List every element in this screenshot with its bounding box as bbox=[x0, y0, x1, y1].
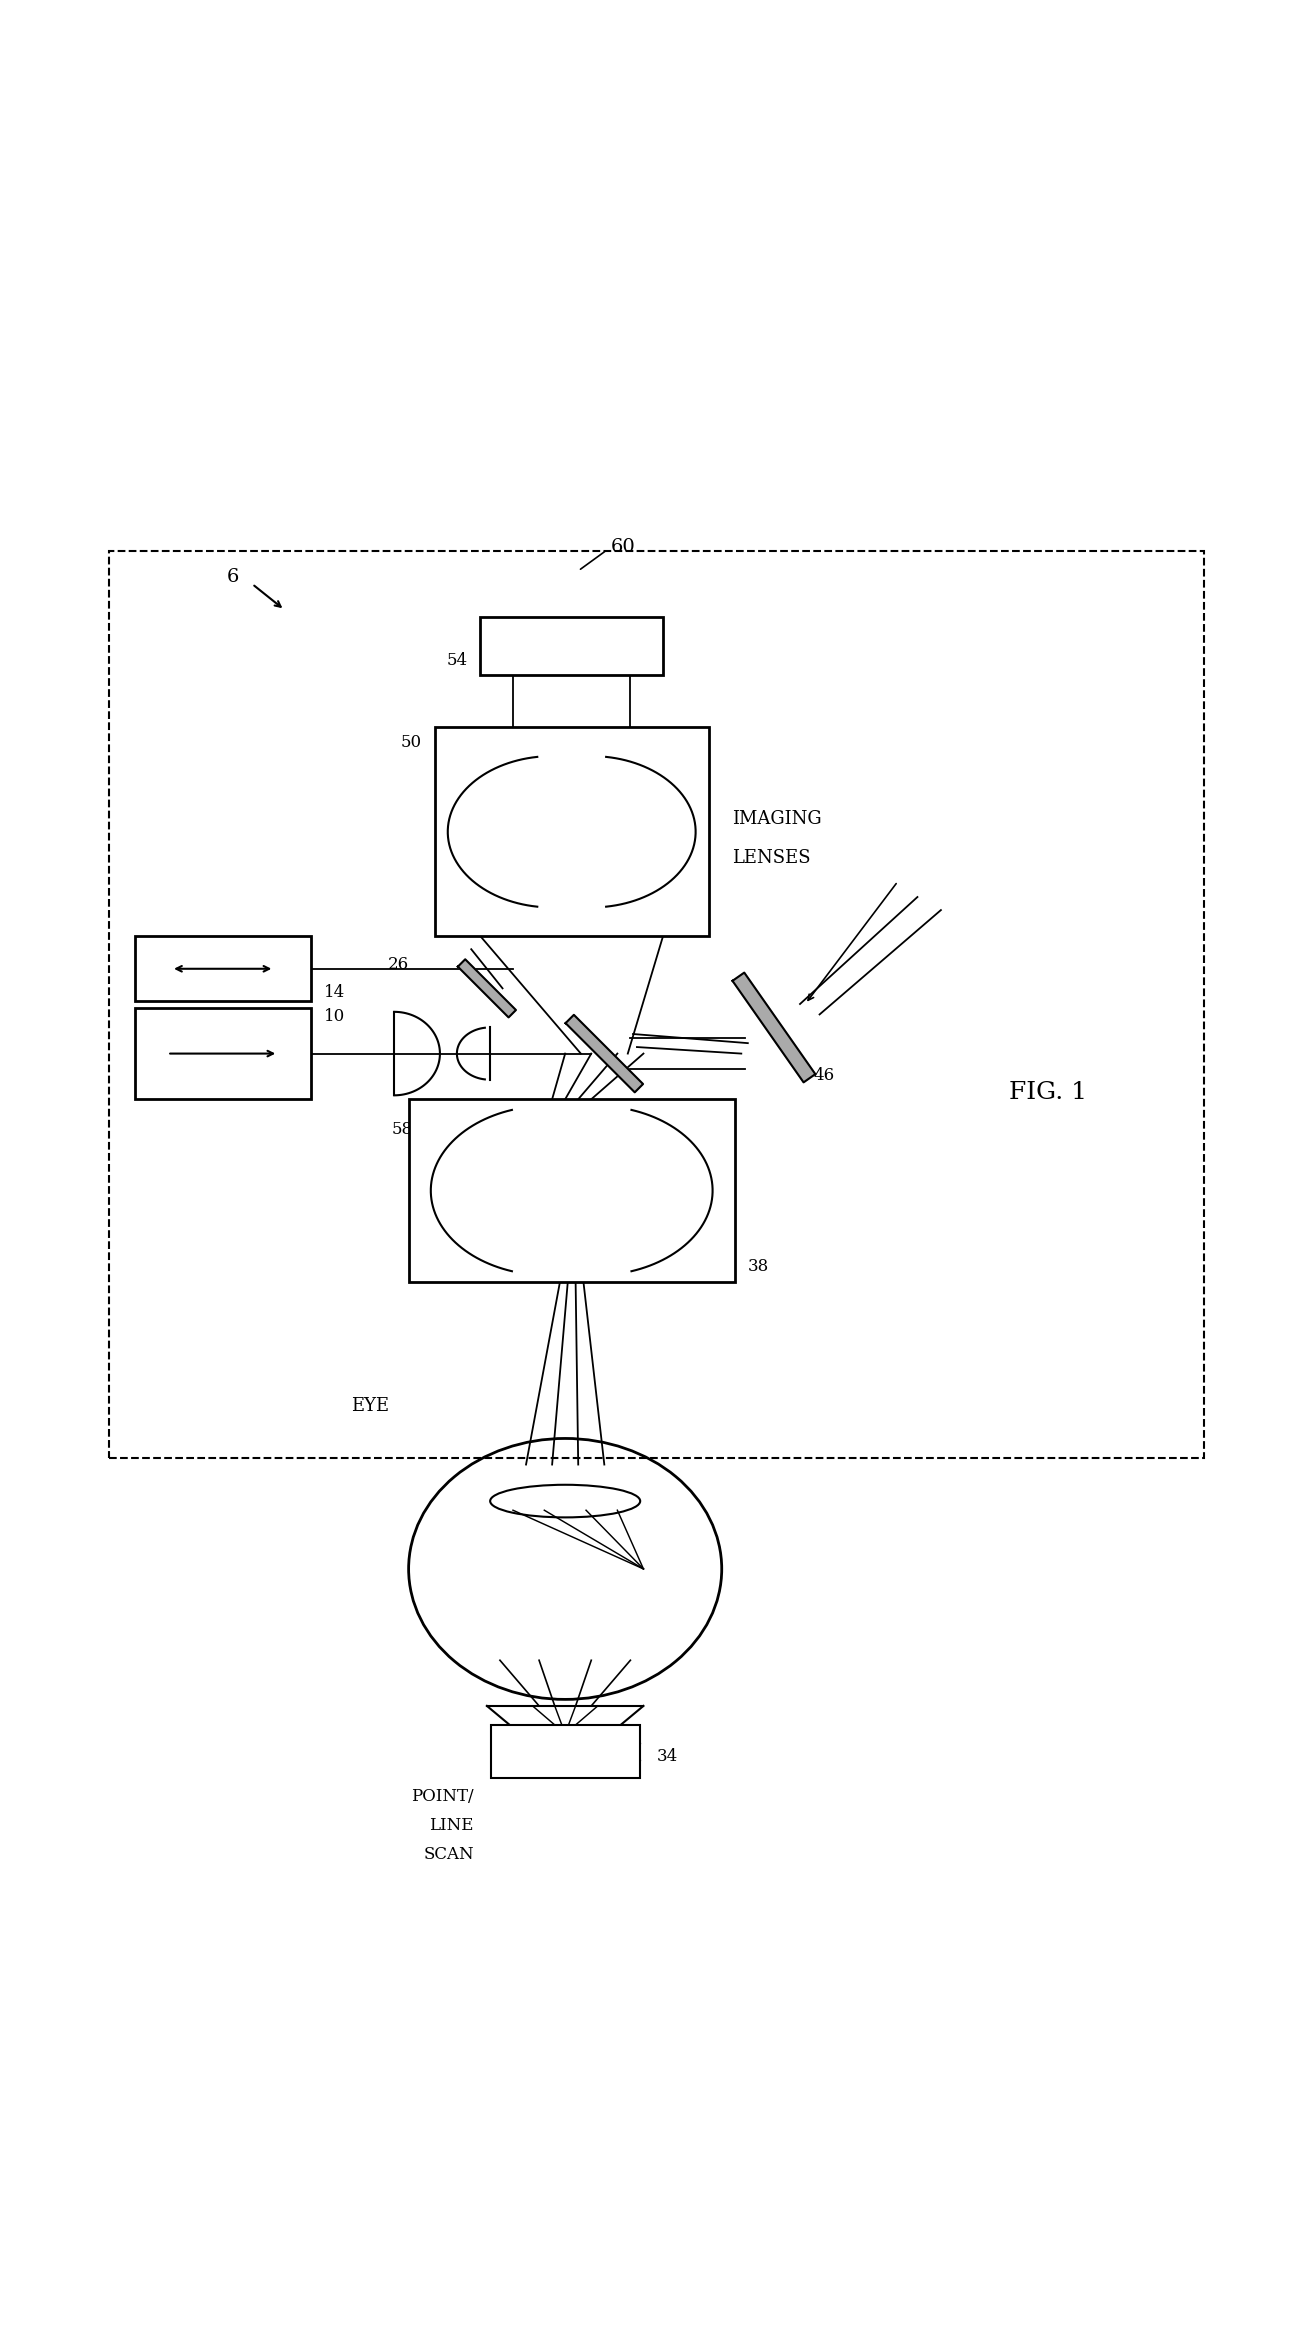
Text: 46: 46 bbox=[813, 1066, 834, 1084]
Bar bbox=[135, 937, 311, 1002]
Text: 38: 38 bbox=[748, 1258, 769, 1276]
Bar bbox=[481, 616, 663, 674]
Text: 22: 22 bbox=[617, 1131, 638, 1150]
Text: 50: 50 bbox=[400, 733, 421, 752]
Polygon shape bbox=[458, 960, 516, 1016]
Polygon shape bbox=[733, 972, 815, 1082]
Text: 6: 6 bbox=[226, 569, 239, 586]
Text: 26: 26 bbox=[387, 956, 408, 972]
Text: FIG. 1: FIG. 1 bbox=[1008, 1082, 1087, 1103]
Bar bbox=[491, 1726, 639, 1778]
Text: LINE: LINE bbox=[429, 1817, 474, 1834]
Bar bbox=[135, 1007, 311, 1098]
Text: 54: 54 bbox=[446, 651, 467, 670]
Text: 34: 34 bbox=[656, 1747, 678, 1764]
Polygon shape bbox=[566, 1014, 643, 1091]
Text: 10: 10 bbox=[324, 1007, 345, 1026]
Text: SCAN: SCAN bbox=[423, 1845, 474, 1862]
Text: POINT/: POINT/ bbox=[411, 1787, 474, 1806]
Bar bbox=[435, 728, 709, 937]
Bar bbox=[408, 1098, 735, 1281]
Bar bbox=[109, 550, 1204, 1459]
Text: 14: 14 bbox=[324, 984, 345, 1002]
Text: 60: 60 bbox=[611, 539, 635, 557]
Text: 18: 18 bbox=[477, 1103, 496, 1117]
Text: IMAGING: IMAGING bbox=[733, 810, 822, 827]
Text: EYE: EYE bbox=[351, 1396, 389, 1415]
Text: LENSES: LENSES bbox=[733, 848, 811, 867]
Text: 58: 58 bbox=[391, 1122, 412, 1138]
